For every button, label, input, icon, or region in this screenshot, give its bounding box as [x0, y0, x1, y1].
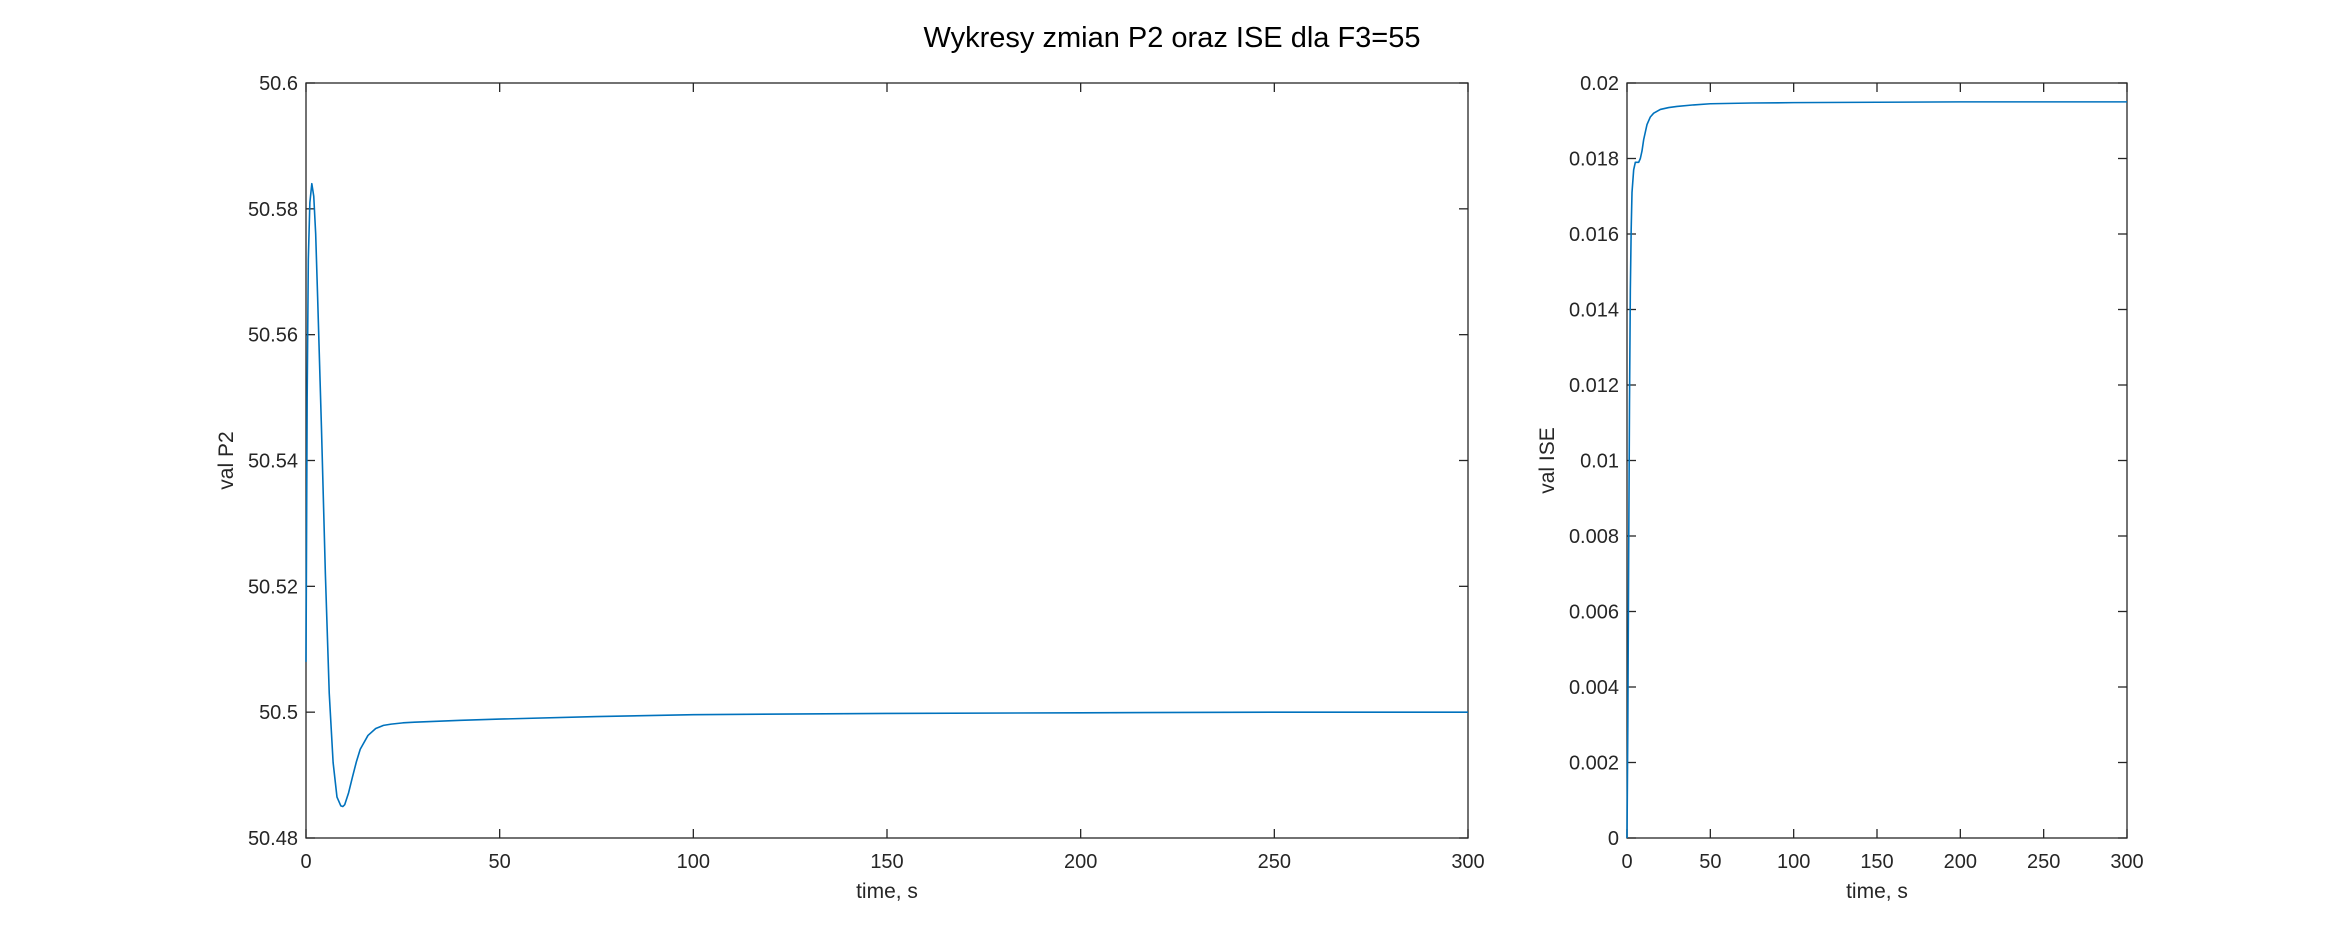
p2-xtick-label: 300 — [1451, 851, 1484, 873]
p2-xtick-label: 200 — [1064, 851, 1097, 873]
ise-ylabel: val ISE — [1536, 427, 1559, 494]
p2-ytick-label: 50.48 — [248, 828, 298, 850]
ise-axes-group: 0 50 100 150 200 250 300 0 0.002 0.004 0.006 0.008 0… — [1536, 73, 2144, 903]
p2-plot-area — [305, 82, 1469, 839]
ise-ytick-label: 0.02 — [1580, 73, 1619, 95]
ise-ytick-label: 0.014 — [1569, 300, 1619, 322]
p2-xtick-label: 250 — [1258, 851, 1291, 873]
p2-ytick-label: 50.58 — [248, 199, 298, 221]
p2-axes-group: 0 50 100 150 200 250 300 50.48 50.5 50.52 50.54 50.… — [215, 73, 1485, 903]
p2-xlabel: time, s — [856, 880, 918, 903]
ise-xtick-label: 50 — [1699, 851, 1721, 873]
ise-xtick-label: 250 — [2027, 851, 2060, 873]
ise-ytick-label: 0.006 — [1569, 602, 1619, 624]
ise-ytick-label: 0.008 — [1569, 526, 1619, 548]
p2-xtick-label: 0 — [300, 851, 311, 873]
ise-ytick-label: 0.002 — [1569, 753, 1619, 775]
p2-xtick-label: 150 — [870, 851, 903, 873]
ise-xtick-label: 200 — [1944, 851, 1977, 873]
ise-ytick-label: 0 — [1608, 828, 1619, 850]
figure-title: Wykresy zmian P2 oraz ISE dla F3=55 — [923, 22, 1421, 54]
ise-xlabel: time, s — [1846, 880, 1908, 903]
ise-xtick-label: 150 — [1860, 851, 1893, 873]
p2-ytick-label: 50.52 — [248, 576, 298, 598]
p2-ylabel: val P2 — [215, 431, 238, 489]
ise-series-line — [1626, 101, 2127, 839]
p2-ytick-label: 50.56 — [248, 325, 298, 347]
ise-xtick-label: 100 — [1777, 851, 1810, 873]
ise-xtick-label: 0 — [1621, 851, 1632, 873]
p2-ytick-label: 50.6 — [259, 73, 298, 95]
ise-xtick-label: 300 — [2110, 851, 2143, 873]
ise-plot-area — [1626, 82, 2128, 839]
p2-ytick-label: 50.5 — [259, 702, 298, 724]
p2-ytick-label: 50.54 — [248, 451, 298, 473]
p2-xtick-label: 100 — [677, 851, 710, 873]
ise-ytick-label: 0.016 — [1569, 224, 1619, 246]
ise-ytick-label: 0.012 — [1569, 375, 1619, 397]
ise-ytick-label: 0.01 — [1580, 451, 1619, 473]
p2-series-line — [305, 182, 1468, 808]
ise-ytick-label: 0.004 — [1569, 677, 1619, 699]
p2-xtick-label: 50 — [489, 851, 511, 873]
ise-ytick-label: 0.018 — [1569, 149, 1619, 171]
